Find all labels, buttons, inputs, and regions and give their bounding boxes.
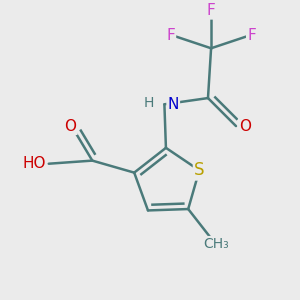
Text: F: F (166, 28, 175, 43)
Text: HO: HO (22, 156, 46, 171)
Text: F: F (247, 28, 256, 43)
Text: O: O (64, 119, 76, 134)
Text: H: H (143, 96, 154, 110)
Text: O: O (239, 118, 251, 134)
Text: CH₃: CH₃ (203, 237, 229, 251)
Text: F: F (207, 3, 215, 18)
Text: S: S (194, 161, 205, 179)
Text: N: N (167, 97, 179, 112)
